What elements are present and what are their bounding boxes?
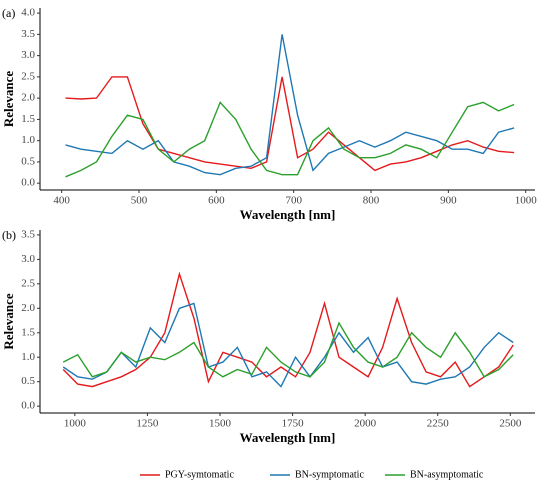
y-tick-label: 3.5 bbox=[21, 28, 35, 40]
y-tick-label: 2.5 bbox=[21, 277, 35, 289]
legend-label: BN-asymptomatic bbox=[410, 469, 484, 480]
series-line bbox=[62, 302, 514, 388]
y-tick-label: 3.5 bbox=[21, 228, 35, 240]
x-tick-label: 1250 bbox=[136, 418, 159, 430]
y-tick-label: 2.0 bbox=[21, 302, 35, 314]
legend-label: PGY-symtomatic bbox=[165, 469, 234, 480]
x-tick-label: 500 bbox=[131, 195, 148, 207]
y-tick-label: 1.0 bbox=[21, 351, 35, 363]
x-tick-label: 700 bbox=[285, 195, 302, 207]
x-tick-label: 800 bbox=[363, 195, 380, 207]
y-axis-label: Relevance bbox=[1, 71, 16, 128]
x-axis-label: Wavelength [nm] bbox=[240, 430, 336, 445]
y-tick-label: 1.5 bbox=[21, 113, 35, 125]
y-tick-label: 1.5 bbox=[21, 326, 35, 338]
x-tick-label: 600 bbox=[208, 195, 225, 207]
y-tick-label: 0.5 bbox=[21, 155, 35, 167]
x-tick-label: 400 bbox=[53, 195, 70, 207]
series-line bbox=[62, 321, 514, 378]
y-tick-label: 3.0 bbox=[21, 253, 35, 265]
x-tick-label: 1000 bbox=[515, 195, 538, 207]
y-tick-label: 0.0 bbox=[21, 400, 35, 412]
y-tick-label: 3.0 bbox=[21, 49, 35, 61]
x-tick-label: 1750 bbox=[282, 418, 305, 430]
series-line bbox=[65, 34, 515, 176]
y-tick-label: 4.0 bbox=[21, 7, 35, 19]
y-axis-label: Relevance bbox=[1, 293, 16, 350]
y-tick-label: 2.0 bbox=[21, 92, 35, 104]
panel-label: (a) bbox=[2, 6, 15, 20]
x-tick-label: 1500 bbox=[209, 418, 232, 430]
panel-label: (b) bbox=[2, 228, 16, 242]
y-tick-label: 1.0 bbox=[21, 134, 35, 146]
y-tick-label: 0.0 bbox=[21, 177, 35, 189]
legend-label: BN-symptomatic bbox=[295, 469, 364, 480]
x-tick-label: 1000 bbox=[64, 418, 87, 430]
series-line bbox=[62, 271, 514, 388]
y-tick-label: 0.5 bbox=[21, 375, 35, 387]
series-line bbox=[65, 101, 515, 178]
x-tick-label: 900 bbox=[440, 195, 457, 207]
y-tick-label: 2.5 bbox=[21, 70, 35, 82]
x-tick-label: 2000 bbox=[354, 418, 377, 430]
x-tick-label: 2250 bbox=[427, 418, 450, 430]
series-line bbox=[65, 76, 515, 172]
x-tick-label: 2500 bbox=[499, 418, 522, 430]
x-axis-label: Wavelength [nm] bbox=[240, 207, 336, 222]
